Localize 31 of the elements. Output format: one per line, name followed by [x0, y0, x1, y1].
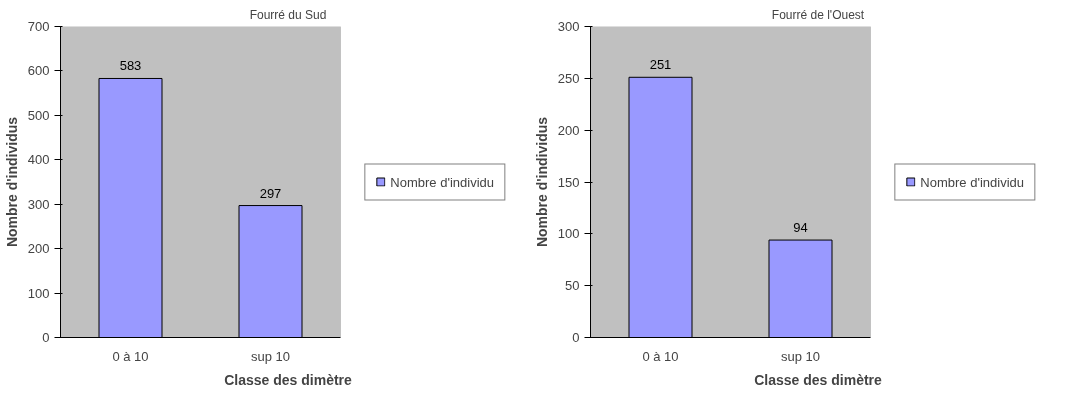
data-label: 297	[259, 185, 282, 201]
y-tick-label: 600	[27, 63, 50, 79]
y-tick-label: 700	[27, 19, 50, 34]
y-tick-label: 200	[557, 122, 580, 138]
y-tick-label: 300	[557, 19, 580, 34]
y-tick-label: 300	[27, 196, 50, 212]
y-tick-label: 200	[27, 241, 50, 257]
x-tick-label: 0 à 10	[642, 348, 679, 364]
chart-title: Fourré du Sud	[249, 7, 327, 22]
legend-label: Nombre d'individu	[920, 174, 1024, 189]
y-axis-title: Nombre d'individus	[3, 116, 20, 248]
x-axis-title: Classe des dimètre	[754, 371, 883, 388]
x-tick-label: 0 à 10	[112, 348, 149, 364]
y-tick-label: 250	[557, 70, 580, 86]
y-tick-label: 150	[557, 174, 580, 190]
x-tick-label: sup 10	[780, 348, 821, 364]
data-label: 583	[119, 58, 142, 74]
y-axis-title: Nombre d'individus	[533, 116, 550, 248]
data-label: 94	[793, 220, 808, 236]
data-label: 251	[649, 57, 672, 73]
legend-label: Nombre d'individu	[390, 174, 494, 189]
x-tick-label: sup 10	[250, 348, 291, 364]
y-tick-label: 100	[27, 285, 50, 301]
chart-title: Fourré de l'Ouest	[771, 7, 865, 22]
y-tick-label: 0	[572, 330, 580, 345]
y-tick-label: 100	[557, 226, 580, 242]
y-tick-label: 50	[565, 278, 580, 294]
y-tick-label: 500	[27, 107, 50, 123]
x-axis-title: Classe des dimètre	[224, 371, 353, 388]
y-tick-label: 0	[42, 330, 50, 345]
y-tick-label: 400	[27, 152, 50, 168]
